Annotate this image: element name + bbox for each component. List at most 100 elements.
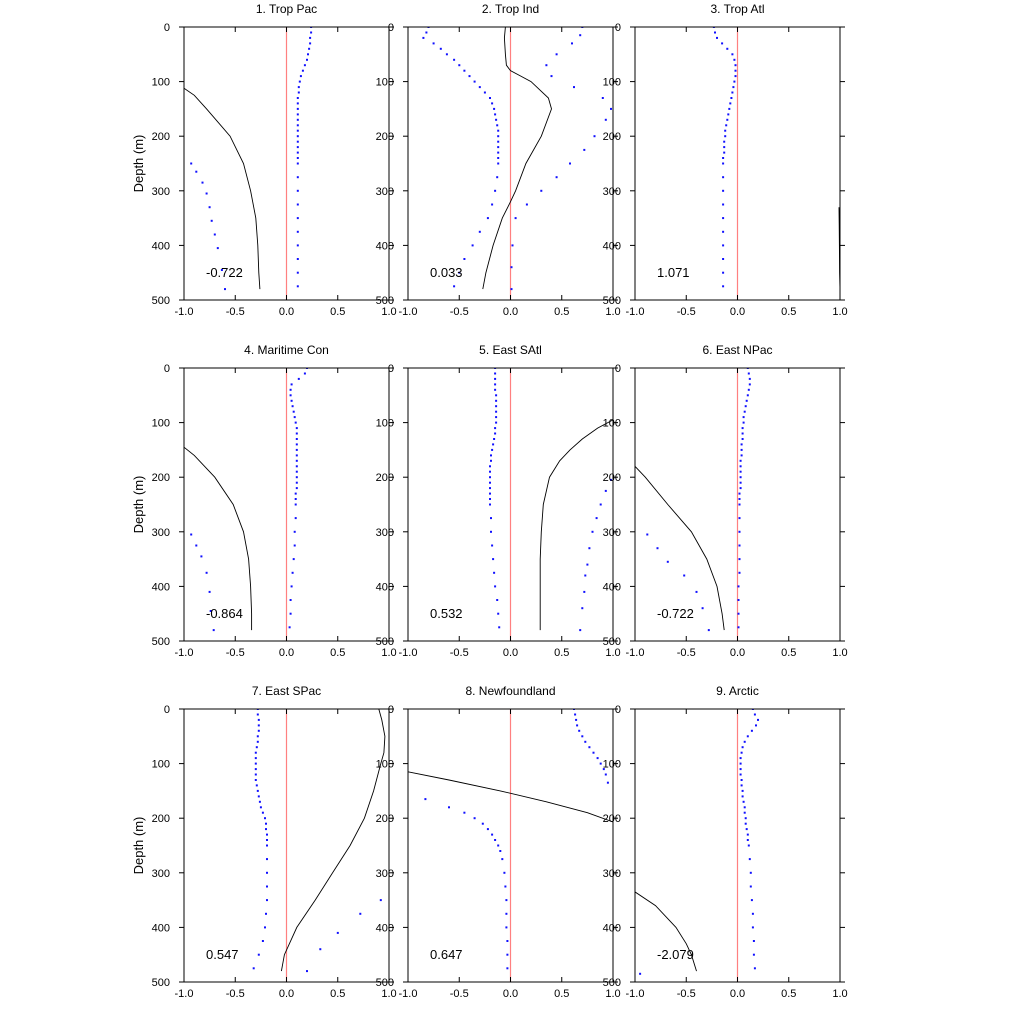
x-tick-label: 1.0 <box>381 306 396 318</box>
y-tick-label: 500 <box>152 295 170 307</box>
panel-title: 5. East SAtl <box>479 343 542 357</box>
dot-a <box>739 476 742 479</box>
dot-a <box>584 740 587 743</box>
dot-b <box>506 940 509 942</box>
y-tick-label: 100 <box>603 759 621 771</box>
y-tick-label: 200 <box>376 131 394 143</box>
panel-title: 6. East NPac <box>702 343 772 357</box>
dot-a <box>294 517 297 520</box>
panel-5: 5. East SAtl 0.532 -1.0 -0.5 0.0 0.5 1.0 0 100 20… <box>376 343 621 659</box>
dot-a <box>491 448 494 451</box>
dot-a <box>255 746 258 749</box>
dot-a <box>496 176 499 179</box>
y-tick-label: 500 <box>603 295 621 307</box>
dot-a <box>478 230 481 233</box>
dot-a <box>737 626 740 629</box>
dot-a <box>252 967 255 970</box>
dot-a <box>289 599 292 601</box>
dot-a <box>266 871 268 874</box>
panel-value: -0.722 <box>657 606 694 621</box>
dot-a <box>496 124 499 127</box>
panel-title: 4. Maritime Con <box>244 343 329 357</box>
x-tick-label: -1.0 <box>175 306 194 318</box>
dot-a <box>741 795 744 798</box>
dot-a <box>596 757 599 760</box>
dot-b <box>463 811 466 814</box>
dot-a <box>490 454 492 457</box>
panel-title: 1. Trop Pac <box>256 2 317 16</box>
panel-3: 3. Trop Atl 1.071 -1.0 -0.5 0.0 0.5 1.0 0 100 200… <box>603 2 848 318</box>
dot-b <box>584 574 587 577</box>
dot-b <box>514 217 517 220</box>
dot-a <box>737 585 740 588</box>
dot-a <box>257 718 260 721</box>
y-tick-label: 0 <box>164 22 170 34</box>
x-tick-label: 1.0 <box>381 988 396 1000</box>
y-tick-label: 0 <box>615 363 621 375</box>
dot-a <box>257 729 260 732</box>
dot-a <box>261 811 264 814</box>
dot-a <box>458 64 461 67</box>
x-tick-label: 0.5 <box>781 306 796 318</box>
dot-a <box>489 476 491 479</box>
dot-a <box>266 885 268 888</box>
dot-a <box>266 858 268 861</box>
dot-a <box>289 388 292 391</box>
dot-a <box>295 448 298 451</box>
dot-b <box>497 844 500 847</box>
x-tick-label: -0.5 <box>226 647 245 659</box>
dot-a <box>738 517 741 520</box>
dot-a <box>473 80 476 83</box>
dot-b <box>212 629 215 632</box>
dot-a <box>751 926 754 929</box>
x-tick-label: 1.0 <box>381 647 396 659</box>
dot-b <box>208 206 211 209</box>
y-tick-label: 200 <box>603 472 621 484</box>
dot-b <box>359 912 362 915</box>
dot-a <box>471 244 474 247</box>
dot-a <box>291 405 294 408</box>
dot-a <box>489 481 491 484</box>
y-tick-label: 100 <box>376 418 394 430</box>
y-tick-label: 400 <box>603 922 621 934</box>
dot-a <box>290 585 293 588</box>
dot-a <box>309 42 312 45</box>
panel-title: 3. Trop Atl <box>710 2 764 16</box>
dot-a <box>741 427 744 430</box>
dot-a <box>295 481 298 484</box>
dot-a <box>592 751 595 754</box>
dot-a <box>747 844 750 847</box>
dot-a <box>729 102 732 105</box>
dot-b <box>595 517 598 520</box>
dot-a <box>290 399 293 402</box>
dot-a <box>492 443 495 446</box>
dot-a <box>494 388 497 391</box>
dot-a <box>739 470 742 473</box>
dot-a <box>497 135 500 138</box>
dot-a <box>751 912 754 915</box>
dot-a <box>724 129 727 132</box>
dot-a <box>599 762 602 765</box>
dot-a <box>739 487 742 490</box>
dot-a <box>439 47 442 50</box>
dot-a <box>739 773 742 776</box>
dot-b <box>224 288 226 291</box>
y-tick-label: 300 <box>376 868 394 880</box>
dot-a <box>307 53 309 56</box>
dot-a <box>494 113 497 116</box>
dot-b <box>195 170 198 173</box>
dot-a <box>299 75 302 78</box>
dot-a <box>493 438 496 440</box>
profile-line <box>280 709 386 972</box>
dot-a <box>498 626 501 629</box>
y-axis-label: Depth (m) <box>131 476 146 534</box>
dot-b <box>593 135 596 138</box>
dot-a <box>257 724 260 727</box>
dot-a <box>747 372 750 375</box>
dot-a <box>743 410 746 413</box>
dot-a <box>743 740 746 743</box>
dot-b <box>208 590 211 593</box>
panel-value: 0.033 <box>430 265 463 280</box>
x-tick-label: 0.5 <box>330 306 345 318</box>
dot-b <box>216 247 219 250</box>
